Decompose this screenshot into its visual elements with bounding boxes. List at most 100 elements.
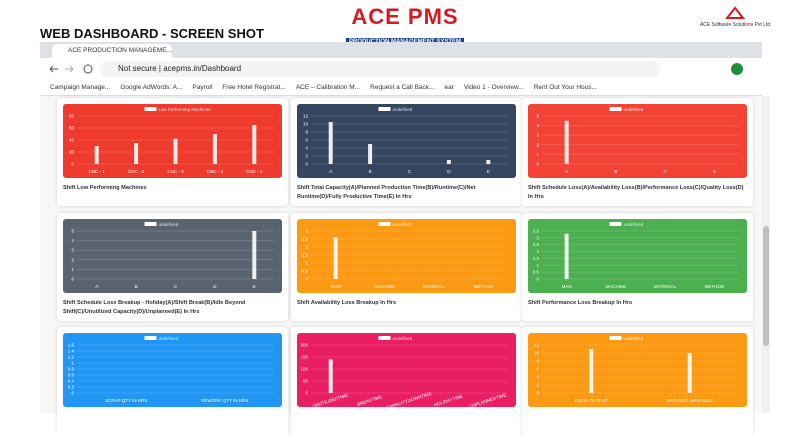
y-tick-label: 0.2	[68, 385, 75, 390]
y-tick-label: 4	[305, 146, 308, 151]
y-tick-label: 2	[536, 142, 539, 147]
y-tick-label: 150	[300, 355, 308, 360]
card-title: Shift Availability Loss Breakup In Hrs	[297, 300, 397, 306]
x-tick-label: MACHINE	[374, 284, 395, 289]
x-tick-label: C	[174, 284, 178, 289]
panel-bg	[528, 104, 747, 178]
bookmark[interactable]: Request a Call Back...	[370, 84, 435, 91]
bookmark[interactable]: Video 1 - Overview...	[463, 84, 524, 91]
bar	[212, 134, 217, 164]
y-tick-label: 60	[69, 126, 75, 131]
y-tick-label: 2	[71, 257, 74, 262]
bookmark[interactable]: Free Hotel Registrat...	[222, 84, 286, 91]
panel-bg	[297, 104, 516, 178]
x-tick-label: CNC - 3	[167, 169, 184, 174]
y-tick-label: 3	[536, 133, 539, 138]
y-tick-label: 2	[536, 383, 539, 388]
x-tick-label: A	[329, 169, 332, 174]
x-tick-label: A	[95, 284, 98, 289]
y-tick-label: 1	[536, 152, 539, 157]
legend-label: undefined	[393, 107, 413, 112]
legend-label: undefined	[624, 222, 644, 227]
x-tick-label: METHOD	[705, 284, 725, 289]
legend-swatch	[378, 336, 391, 340]
x-tick-label: METHOD	[474, 284, 494, 289]
legend-label: undefined	[624, 336, 644, 341]
y-tick-label: 5	[71, 229, 74, 234]
legend-swatch	[378, 107, 391, 111]
x-tick-label: D	[447, 169, 451, 174]
card-title: Shift Schedule Loss(A)/Availability Loss…	[528, 185, 744, 200]
y-tick-label: 12	[303, 114, 309, 119]
scrollbar[interactable]	[762, 96, 770, 413]
y-tick-label: 8	[536, 359, 539, 364]
legend-swatch	[144, 107, 157, 111]
panel-bg	[63, 333, 282, 407]
y-tick-label: 1.4	[68, 349, 75, 354]
legend-label: Low Performing Machines	[159, 107, 212, 112]
y-tick-label: 4	[71, 238, 74, 243]
tab-bar	[40, 42, 762, 58]
y-tick-label: 0.6	[68, 373, 75, 378]
y-tick-label: 3	[305, 229, 308, 234]
y-tick-label: 0	[71, 162, 74, 167]
browser-tab[interactable]: ACE PRODUCTION MANAGEME...	[52, 44, 172, 58]
bookmark[interactable]: Campaign Manage...	[50, 84, 111, 91]
y-tick-label: 0	[71, 277, 74, 282]
y-tick-label: 0.4	[68, 379, 75, 384]
y-tick-label: 80	[69, 114, 75, 119]
bar	[564, 233, 569, 279]
company-name: ACE Software Solutions Pvt Ltd	[699, 22, 771, 28]
chart-panel: 0 2 4 6 8 10 12 undefined A B C D E	[297, 104, 516, 178]
card-title: Shift Total Capacity(A)/Planned Producti…	[297, 185, 476, 200]
bar	[328, 359, 333, 393]
y-tick-label: 0	[536, 277, 539, 282]
bookmark[interactable]: ear	[444, 84, 454, 91]
bar	[328, 122, 333, 164]
bar	[94, 146, 99, 164]
y-tick-label: 6	[536, 367, 539, 372]
y-tick-label: 2	[305, 154, 308, 159]
x-tick-label: D	[713, 169, 717, 174]
y-tick-label: 0.5	[302, 269, 309, 274]
bookmarks-bar: Campaign Manage... Google AdWords: A... Pa…	[40, 80, 762, 96]
bar	[333, 237, 338, 279]
y-tick-label: 12	[534, 343, 540, 348]
y-tick-label: 3	[71, 248, 74, 253]
bar	[589, 349, 594, 393]
bookmark[interactable]: Payroll	[192, 84, 213, 91]
profile[interactable]	[722, 58, 752, 80]
x-tick-label: B	[369, 169, 372, 174]
legend-swatch	[378, 222, 391, 226]
bar	[173, 138, 178, 164]
y-tick-label: 40	[69, 138, 75, 143]
panel-bg	[63, 104, 282, 178]
bookmark[interactable]: Google AdWords: A...	[120, 84, 183, 91]
y-tick-label: 100	[300, 367, 308, 372]
x-tick-label: CNC - 4	[207, 169, 224, 174]
bookmark[interactable]: Rent Out Your Hous...	[533, 84, 597, 91]
x-tick-label: D	[213, 284, 217, 289]
bar	[134, 143, 139, 164]
y-tick-label: 4	[536, 123, 539, 128]
legend-label: undefined	[393, 336, 413, 341]
bookmark[interactable]: ACE – Calibration M...	[295, 84, 361, 91]
x-tick-label: MATERIAL	[654, 284, 677, 289]
x-tick-label: MAN	[562, 284, 572, 289]
y-tick-label: 0.8	[68, 367, 75, 372]
card-title: Shift Schedule Loss Breakup - Holiday(A)…	[63, 300, 246, 315]
y-tick-label: 20	[69, 150, 75, 155]
legend-label: undefined	[159, 222, 179, 227]
y-tick-label: 1	[536, 263, 539, 268]
y-tick-label: 1	[305, 261, 308, 266]
legend-label: undefined	[159, 336, 179, 341]
y-tick-label: 3	[536, 235, 539, 240]
x-tick-label: C	[408, 169, 412, 174]
x-tick-label: CNC - 3	[246, 169, 263, 174]
address-bar[interactable]: Not secure | acepms.in/Dashboard	[100, 61, 660, 77]
y-tick-label: 0	[536, 391, 539, 396]
y-tick-label: 5	[536, 114, 539, 119]
legend-label: undefined	[624, 107, 644, 112]
legend-swatch	[609, 107, 622, 111]
bar	[252, 231, 257, 279]
